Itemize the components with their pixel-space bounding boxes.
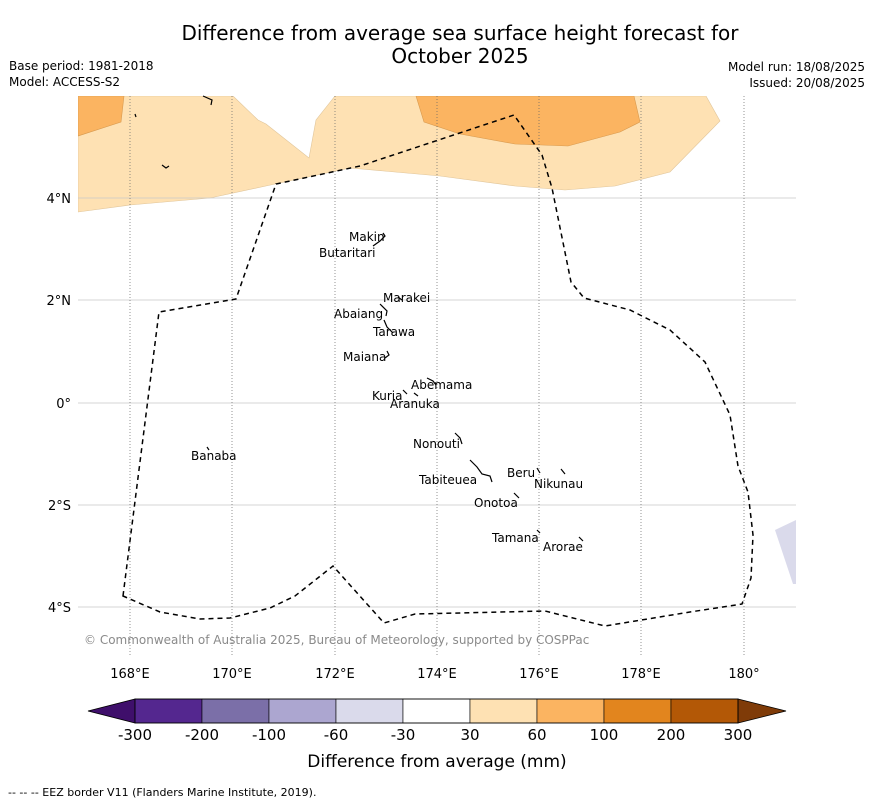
- island-nonouti: [454, 432, 463, 445]
- island-aranuka: [413, 392, 419, 397]
- longitude-labels: 168°E 170°E 172°E 174°E 176°E 178°E 180°: [110, 667, 759, 682]
- island-nauru-fragment: [134, 113, 137, 118]
- colorbar-cell: [469, 698, 538, 724]
- island-outlines: [134, 95, 584, 542]
- lon-label-180: 180°: [728, 667, 759, 682]
- lon-label-168e: 168°E: [110, 667, 150, 682]
- colorbar-tick-labels: -300 -200 -100 -60 -30 30 60 100 200 300: [118, 726, 752, 744]
- colorbar-tick: 100: [590, 726, 619, 744]
- anomaly-neg-30-60-region: [775, 520, 796, 584]
- label-nikunau: Nikunau: [534, 477, 583, 491]
- lon-label-176e: 176°E: [519, 667, 559, 682]
- colorbar-tick: 30: [460, 726, 479, 744]
- island-north-fragment-2: [161, 164, 170, 169]
- lon-label-174e: 174°E: [417, 667, 457, 682]
- label-aranuka: Aranuka: [390, 397, 440, 411]
- anomaly-fills: [78, 96, 796, 584]
- lat-label-2s: 2°S: [48, 499, 71, 514]
- label-maiana: Maiana: [343, 350, 386, 364]
- lat-label-4n: 4°N: [47, 192, 72, 207]
- colorbar-tick: -300: [118, 726, 152, 744]
- chart-title-line2: October 2025: [391, 44, 529, 68]
- island-north-fragment: [202, 95, 213, 106]
- eez-border: [122, 114, 754, 627]
- lat-label-2n: 2°N: [47, 294, 72, 309]
- island-beru: [536, 467, 541, 474]
- label-beru: Beru: [507, 466, 535, 480]
- colorbar-tick: -30: [391, 726, 416, 744]
- lon-label-178e: 178°E: [621, 667, 661, 682]
- label-tamana: Tamana: [491, 531, 539, 545]
- island-marakei: [397, 296, 403, 301]
- colorbar-cell: [603, 698, 672, 724]
- label-banaba: Banaba: [191, 449, 237, 463]
- colorbar-tick: -200: [185, 726, 219, 744]
- anomaly-60-100-region-west: [78, 96, 125, 137]
- model-run: Model run: 18/08/2025: [727, 60, 865, 74]
- colorbar-min-arrow: [87, 698, 136, 724]
- label-tabiteuea: Tabiteuea: [418, 473, 477, 487]
- label-arorae: Arorae: [543, 540, 583, 554]
- colorbar-cell: [402, 698, 471, 724]
- island-maiana: [384, 350, 390, 359]
- label-makin: Makin: [349, 230, 385, 244]
- island-abaiang: [379, 303, 388, 317]
- latitude-labels: 4°N 2°N 0° 2°S 4°S: [47, 192, 72, 616]
- colorbar-max-arrow: [737, 698, 787, 724]
- label-nonouti: Nonouti: [413, 437, 460, 451]
- label-kuria: Kuria: [372, 389, 403, 403]
- label-butaritari: Butaritari: [319, 246, 376, 260]
- label-abemama: Abemama: [411, 378, 472, 392]
- colorbar-tick: 300: [724, 726, 753, 744]
- colorbar-cell: [335, 698, 404, 724]
- island-kuria: [402, 389, 408, 395]
- colorbar-tick: -100: [252, 726, 286, 744]
- issued-date: Issued: 20/08/2025: [749, 76, 865, 90]
- island-tarawa: [383, 319, 394, 334]
- label-tarawa: Tarawa: [372, 325, 415, 339]
- colorbar-tick: 200: [657, 726, 686, 744]
- colorbar-cell: [536, 698, 605, 724]
- base-period: Base period: 1981-2018: [9, 59, 154, 73]
- model-name: Model: ACCESS-S2: [9, 75, 121, 89]
- colorbar-cell: [670, 698, 739, 724]
- island-labels: Makin Butaritari Marakei Abaiang Tarawa …: [191, 230, 583, 554]
- colorbar-cell: [134, 698, 203, 724]
- island-tamana: [536, 529, 541, 534]
- copyright-text: © Commonwealth of Australia 2025, Bureau…: [84, 633, 589, 647]
- island-nikunau: [560, 468, 566, 475]
- colorbar-label: Difference from average (mm): [307, 752, 566, 772]
- chart-title-line1: Difference from average sea surface heig…: [181, 21, 739, 45]
- anomaly-60-100-region-north: [415, 96, 641, 147]
- longitude-gridlines: [129, 96, 745, 656]
- label-abaiang: Abaiang: [334, 307, 383, 321]
- label-onotoa: Onotoa: [474, 496, 518, 510]
- island-makin: [372, 232, 386, 247]
- eez-footnote: -- -- -- EEZ border V11 (Flanders Marine…: [8, 786, 317, 799]
- island-tabiteuea: [469, 459, 493, 483]
- island-banaba: [206, 446, 210, 451]
- label-marakei: Marakei: [383, 291, 430, 305]
- lon-label-172e: 172°E: [315, 667, 355, 682]
- island-abemama: [426, 377, 437, 386]
- colorbar-cell: [201, 698, 270, 724]
- lat-label-4s: 4°S: [48, 601, 71, 616]
- colorbar-cell: [268, 698, 337, 724]
- island-onotoa: [513, 492, 520, 499]
- colorbar: [87, 698, 787, 724]
- colorbar-tick: 60: [527, 726, 546, 744]
- lat-label-0: 0°: [56, 397, 71, 412]
- island-arorae: [578, 536, 584, 542]
- lon-label-170e: 170°E: [212, 667, 252, 682]
- colorbar-tick: -60: [324, 726, 349, 744]
